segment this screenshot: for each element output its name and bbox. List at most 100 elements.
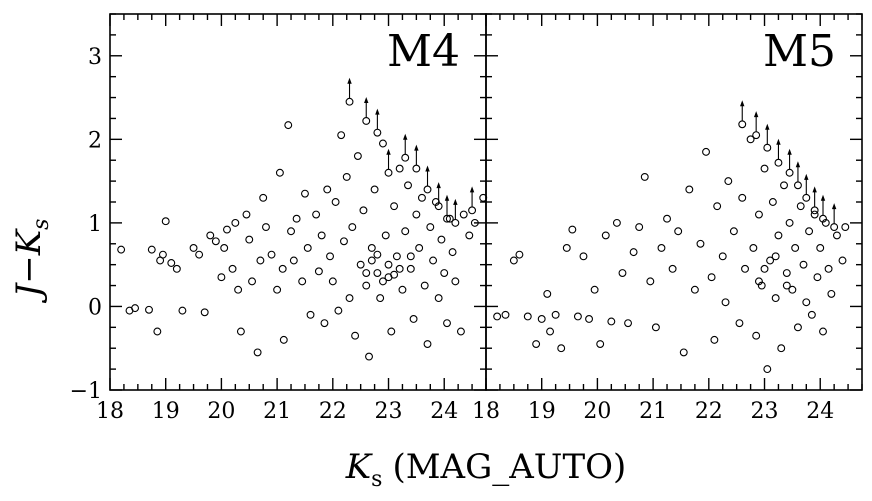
limit-arrow-head xyxy=(375,108,380,115)
data-point xyxy=(710,335,719,344)
data-point xyxy=(278,264,287,273)
data-point xyxy=(813,273,822,282)
y-tick-label: 0 xyxy=(88,295,102,320)
data-point xyxy=(780,181,788,190)
data-point xyxy=(749,244,758,252)
data-point xyxy=(404,181,412,190)
data-point xyxy=(760,264,769,273)
data-point xyxy=(838,256,847,265)
limit-point xyxy=(384,168,393,177)
data-point xyxy=(145,305,153,314)
data-point xyxy=(373,269,382,277)
data-point xyxy=(376,294,385,303)
data-point xyxy=(562,244,571,252)
data-point xyxy=(724,177,733,186)
limit-point xyxy=(451,218,460,227)
limit-point xyxy=(763,143,772,152)
data-point xyxy=(236,327,245,336)
panel-m4-label: M4 xyxy=(387,26,460,77)
x-tick-label: 22 xyxy=(319,399,347,424)
data-point xyxy=(387,327,396,336)
limit-arrow-head xyxy=(804,173,809,180)
data-point xyxy=(323,185,332,194)
data-point xyxy=(590,285,599,294)
data-point xyxy=(353,152,362,160)
data-point xyxy=(406,252,415,261)
x-tick-label: 21 xyxy=(639,399,667,424)
data-point xyxy=(384,260,393,269)
x-tick-label: 22 xyxy=(695,399,723,424)
x-tick-label: 18 xyxy=(472,399,500,424)
data-point xyxy=(546,327,555,336)
limit-point xyxy=(373,128,382,137)
data-point xyxy=(668,264,677,273)
data-point xyxy=(735,319,744,328)
limit-point xyxy=(830,223,839,232)
data-point xyxy=(629,248,638,257)
data-point xyxy=(640,172,649,181)
data-point xyxy=(248,277,256,286)
data-point xyxy=(434,294,443,303)
limit-arrow-head xyxy=(403,133,408,140)
limit-point xyxy=(401,153,410,162)
data-point xyxy=(816,244,825,252)
data-point xyxy=(359,206,368,215)
data-point xyxy=(841,223,850,232)
x-tick-label: 20 xyxy=(583,399,611,424)
limit-point xyxy=(810,206,819,215)
x-tick-label: 18 xyxy=(96,399,124,424)
data-point xyxy=(771,252,780,261)
data-point xyxy=(284,121,293,130)
data-point xyxy=(443,319,451,328)
data-point xyxy=(431,198,440,206)
limit-arrow-head xyxy=(453,198,458,205)
data-point xyxy=(342,172,351,181)
data-point xyxy=(303,244,312,252)
data-point xyxy=(437,235,446,244)
data-point xyxy=(406,264,415,273)
limit-point xyxy=(774,158,783,167)
panel-m5: M5 18 19 20 21 22 23 24 xyxy=(472,13,863,424)
data-point xyxy=(195,250,204,259)
data-point xyxy=(824,264,833,273)
data-point xyxy=(729,227,738,236)
data-point xyxy=(153,327,162,336)
data-point xyxy=(289,256,298,265)
data-point xyxy=(381,231,390,240)
data-point xyxy=(279,335,288,344)
data-point xyxy=(390,202,399,211)
y-axis-title-main: J−K xyxy=(9,227,49,303)
data-point xyxy=(624,319,632,328)
data-point xyxy=(807,310,816,319)
data-point xyxy=(365,352,373,361)
data-point xyxy=(306,310,315,319)
data-point xyxy=(147,245,156,254)
data-point xyxy=(501,310,510,319)
data-point xyxy=(757,281,766,290)
data-point xyxy=(328,277,337,286)
data-point xyxy=(763,365,772,374)
limit-arrow-head xyxy=(776,138,781,145)
data-point xyxy=(523,312,532,321)
data-point xyxy=(256,256,265,265)
data-point xyxy=(596,340,605,348)
data-point xyxy=(788,285,797,294)
data-point xyxy=(390,270,399,279)
data-point xyxy=(367,244,376,252)
data-point xyxy=(356,260,365,269)
data-point xyxy=(178,306,187,315)
x-tick-label: 20 xyxy=(207,399,235,424)
limit-point xyxy=(468,206,477,215)
data-point xyxy=(752,331,761,340)
data-point xyxy=(395,264,404,273)
data-point xyxy=(768,198,777,206)
data-point xyxy=(785,218,794,227)
data-point xyxy=(646,277,655,286)
limit-point xyxy=(345,97,354,106)
data-point xyxy=(378,277,387,286)
data-point xyxy=(718,252,727,261)
limit-point xyxy=(412,164,421,173)
data-point xyxy=(746,135,755,144)
data-point xyxy=(557,344,566,353)
